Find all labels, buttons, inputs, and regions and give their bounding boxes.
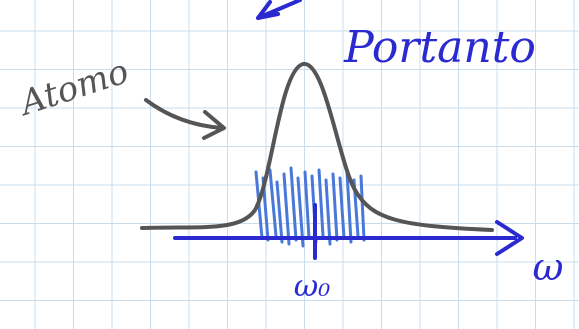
label: ω₀ (294, 269, 331, 304)
label: Portanto (343, 22, 536, 73)
page: Atomo Portanto ω₀ ω (() => { const data … (0, 0, 579, 329)
note-canvas: Atomo Portanto ω₀ ω (0, 0, 579, 329)
label: ω (533, 245, 564, 289)
